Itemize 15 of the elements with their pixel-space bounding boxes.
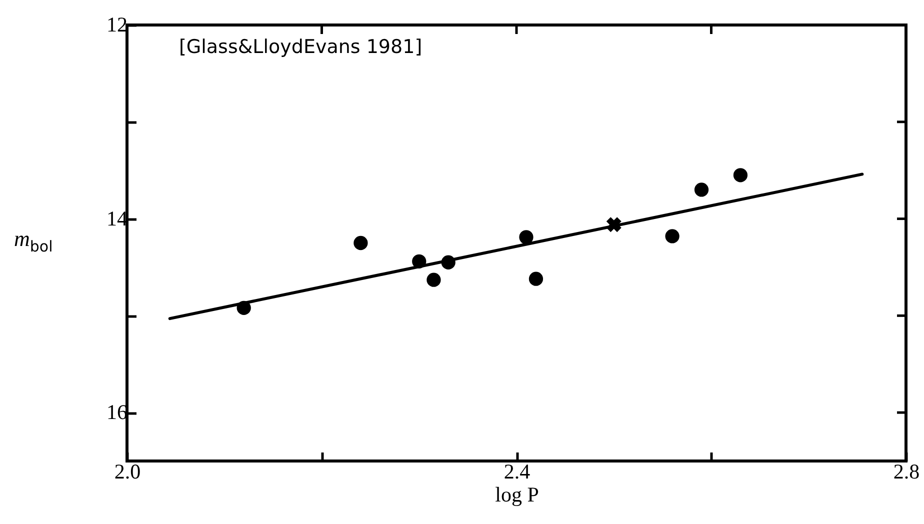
x-axis-title: log P xyxy=(495,482,539,506)
x-tick-label: 2.0 xyxy=(114,460,141,484)
y-tick-label: 14 xyxy=(106,206,128,230)
point xyxy=(733,168,748,182)
point xyxy=(694,182,709,197)
point xyxy=(519,230,534,244)
point xyxy=(426,272,441,287)
x-tick-label: 2.8 xyxy=(893,460,920,484)
y-tick-label: 12 xyxy=(106,12,128,36)
point xyxy=(354,236,368,250)
y-axis-title: m$_{bol}$ xyxy=(14,226,53,256)
point xyxy=(665,229,680,244)
x-tick-label: 2.4 xyxy=(504,460,531,484)
annotation: [Glass&LloydEvans 1981] xyxy=(179,36,422,58)
point xyxy=(528,272,544,286)
